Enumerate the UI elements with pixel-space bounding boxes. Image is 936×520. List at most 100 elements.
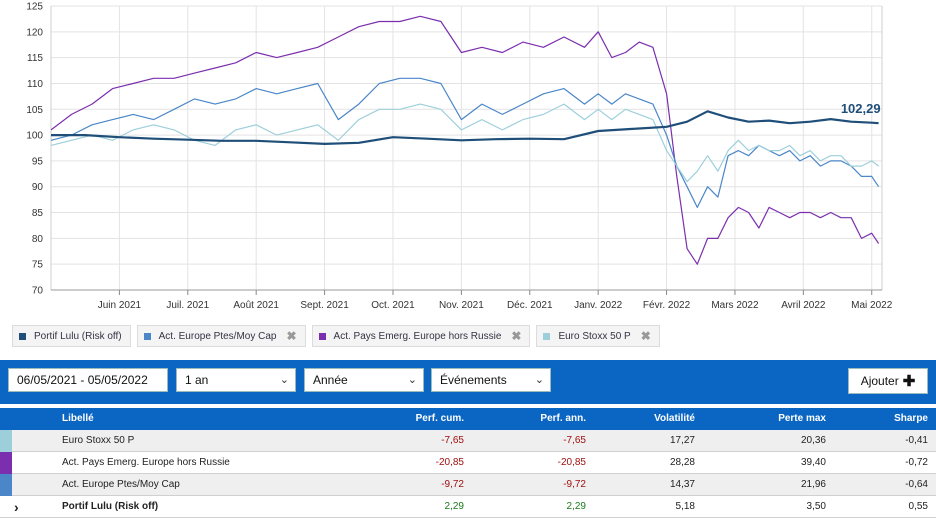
cell-max-loss: 39,40 bbox=[800, 457, 826, 468]
cell-max-loss: 20,36 bbox=[800, 435, 826, 446]
date-range-text: 06/05/2021 - 05/05/2022 bbox=[17, 373, 148, 387]
header-sharpe[interactable]: Sharpe bbox=[894, 413, 928, 424]
chevron-down-icon: ⌄ bbox=[407, 374, 417, 386]
header-max-loss[interactable]: Perte max bbox=[778, 413, 826, 424]
series-line-2[interactable] bbox=[50, 103, 879, 183]
granularity-select[interactable]: Année ⌄ bbox=[304, 368, 424, 392]
table-row[interactable]: Act. Pays Emerg. Europe hors Russie -20,8… bbox=[0, 452, 936, 474]
cell-volatility: 17,27 bbox=[669, 435, 695, 446]
period-value: 1 an bbox=[185, 373, 209, 387]
row-label: Act. Pays Emerg. Europe hors Russie bbox=[62, 457, 230, 468]
x-tick-label: Déc. 2021 bbox=[507, 300, 553, 311]
cell-perf-ann: -9,72 bbox=[563, 479, 586, 490]
y-tick-label: 85 bbox=[32, 208, 44, 219]
cell-perf-cum: -7,65 bbox=[441, 435, 464, 446]
x-tick-label: Sept. 2021 bbox=[300, 300, 349, 311]
row-label: Act. Europe Ptes/Moy Cap bbox=[62, 479, 180, 490]
cell-perf-cum: -20,85 bbox=[435, 457, 464, 468]
series-line-0[interactable] bbox=[50, 15, 880, 265]
y-tick-label: 125 bbox=[26, 2, 43, 13]
cell-perf-cum: -9,72 bbox=[441, 479, 464, 490]
date-range-field[interactable]: 06/05/2021 - 05/05/2022 bbox=[8, 368, 168, 392]
legend-swatch bbox=[19, 332, 26, 340]
table-row[interactable]: Act. Europe Ptes/Moy Cap -9,72 -9,72 14,37 2… bbox=[0, 474, 936, 496]
table-row[interactable]: › Portif Lulu (Risk off) 2,29 2,29 5,18 3,50 0… bbox=[0, 496, 936, 518]
cell-perf-ann: 2,29 bbox=[566, 501, 586, 512]
expand-chevron-icon[interactable]: › bbox=[14, 499, 19, 515]
legend-item[interactable]: Act. Pays Emerg. Europe hors Russie ✖ bbox=[311, 325, 531, 347]
legend-item[interactable]: Act. Europe Ptes/Moy Cap ✖ bbox=[136, 325, 306, 347]
toolbar: 06/05/2021 - 05/05/2022 1 an ⌄ Année ⌄ Évé… bbox=[0, 360, 936, 404]
y-tick-label: 120 bbox=[26, 27, 43, 38]
granularity-value: Année bbox=[313, 373, 348, 387]
row-label: Portif Lulu (Risk off) bbox=[62, 501, 159, 512]
cell-perf-ann: -7,65 bbox=[563, 435, 586, 446]
table-header: Libellé Perf. cum. Perf. ann. Volatilité… bbox=[0, 408, 936, 430]
cell-perf-ann: -20,85 bbox=[557, 457, 586, 468]
cell-sharpe: -0,64 bbox=[905, 479, 928, 490]
row-color-swatch bbox=[0, 430, 12, 452]
legend-swatch bbox=[543, 332, 551, 340]
cell-perf-cum: 2,29 bbox=[444, 501, 464, 512]
cell-sharpe: -0,41 bbox=[905, 435, 928, 446]
y-tick-label: 75 bbox=[32, 260, 44, 271]
last-value-label: 102,29 bbox=[841, 101, 881, 116]
x-tick-label: Avril 2022 bbox=[781, 300, 826, 311]
y-tick-label: 100 bbox=[26, 131, 43, 142]
legend-label: Act. Pays Emerg. Europe hors Russie bbox=[333, 330, 502, 342]
cell-max-loss: 3,50 bbox=[806, 501, 826, 512]
x-tick-label: Janv. 2022 bbox=[574, 300, 623, 311]
cell-sharpe: -0,72 bbox=[905, 457, 928, 468]
add-button[interactable]: Ajouter ✚ bbox=[848, 368, 928, 394]
close-icon[interactable]: ✖ bbox=[286, 329, 297, 343]
row-color-swatch bbox=[0, 474, 12, 496]
series-line-3[interactable] bbox=[51, 110, 879, 145]
y-tick-label: 90 bbox=[32, 182, 44, 193]
cell-max-loss: 21,96 bbox=[800, 479, 826, 490]
chart-legend: Portif Lulu (Risk off) Act. Europe Ptes/M… bbox=[12, 325, 660, 349]
header-label[interactable]: Libellé bbox=[62, 413, 94, 424]
y-tick-label: 115 bbox=[27, 53, 43, 64]
table-body: Euro Stoxx 50 P -7,65 -7,65 17,27 20,36 -0,41… bbox=[0, 430, 936, 518]
plus-icon: ✚ bbox=[902, 373, 916, 390]
header-perf-cum[interactable]: Perf. cum. bbox=[415, 413, 464, 424]
series-line-1[interactable] bbox=[50, 77, 880, 208]
cell-volatility: 28,28 bbox=[669, 457, 695, 468]
x-tick-label: Nov. 2021 bbox=[439, 300, 484, 311]
y-tick-label: 95 bbox=[32, 156, 44, 167]
close-icon[interactable]: ✖ bbox=[640, 329, 651, 343]
x-tick-label: Mai 2022 bbox=[851, 300, 893, 311]
y-tick-label: 70 bbox=[32, 286, 44, 297]
row-label: Euro Stoxx 50 P bbox=[62, 435, 135, 446]
y-tick-label: 80 bbox=[32, 234, 44, 245]
table-row[interactable]: Euro Stoxx 50 P -7,65 -7,65 17,27 20,36 -0,41 bbox=[0, 430, 936, 452]
legend-item[interactable]: Portif Lulu (Risk off) bbox=[12, 325, 131, 347]
period-select[interactable]: 1 an ⌄ bbox=[176, 368, 296, 392]
row-color-swatch bbox=[0, 452, 12, 474]
x-tick-label: Mars 2022 bbox=[711, 300, 759, 311]
events-value: Événements bbox=[440, 373, 507, 387]
x-tick-label: Oct. 2021 bbox=[371, 300, 415, 311]
close-icon[interactable]: ✖ bbox=[511, 329, 522, 343]
x-tick-label: Août 2021 bbox=[233, 300, 279, 311]
legend-label: Portif Lulu (Risk off) bbox=[34, 330, 122, 342]
legend-swatch bbox=[318, 332, 326, 340]
cell-volatility: 5,18 bbox=[675, 501, 695, 512]
cell-sharpe: 0,55 bbox=[908, 501, 928, 512]
header-volatility[interactable]: Volatilité bbox=[654, 413, 695, 424]
x-tick-label: Févr. 2022 bbox=[643, 300, 691, 311]
add-button-label: Ajouter bbox=[860, 374, 899, 388]
legend-label: Act. Europe Ptes/Moy Cap bbox=[158, 330, 277, 342]
chevron-down-icon: ⌄ bbox=[279, 374, 289, 386]
y-tick-label: 110 bbox=[27, 79, 43, 90]
chevron-down-icon: ⌄ bbox=[534, 374, 544, 386]
legend-swatch bbox=[143, 332, 151, 340]
performance-chart: 70 75 80 85 90 95 100 105 110 115 120 125 Juin 2021 J… bbox=[26, 2, 893, 312]
x-tick-label: Juin 2021 bbox=[98, 300, 142, 311]
legend-label: Euro Stoxx 50 P bbox=[558, 330, 631, 342]
events-select[interactable]: Événements ⌄ bbox=[431, 368, 551, 392]
x-tick-label: Juil. 2021 bbox=[166, 300, 209, 311]
cell-volatility: 14,37 bbox=[669, 479, 695, 490]
header-perf-ann[interactable]: Perf. ann. bbox=[540, 413, 586, 424]
legend-item[interactable]: Euro Stoxx 50 P ✖ bbox=[536, 325, 660, 347]
